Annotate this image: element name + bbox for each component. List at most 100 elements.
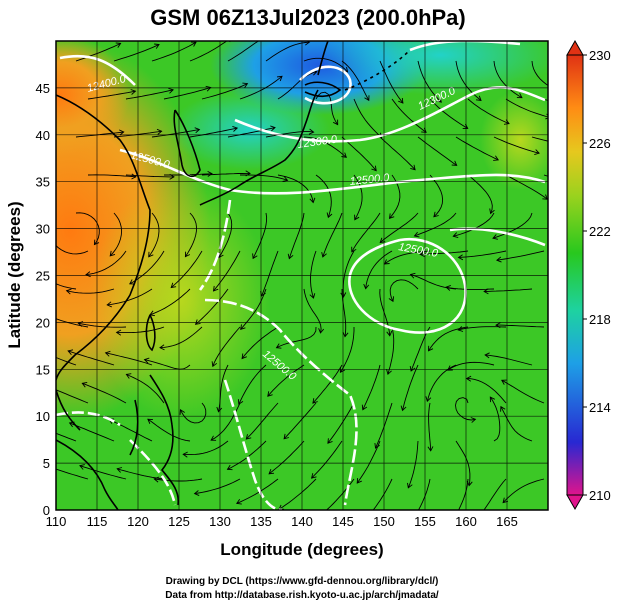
streamline-arrowhead: [332, 119, 339, 126]
streamline-arrowhead: [309, 293, 316, 299]
streamline: [87, 90, 136, 100]
streamline: [455, 440, 471, 486]
streamline: [414, 212, 457, 237]
streamline: [75, 42, 121, 62]
streamline: [379, 60, 404, 104]
streamline-arrowhead: [305, 41, 311, 46]
philippines-coastline-west: [129, 399, 139, 456]
streamline: [151, 41, 197, 62]
streamline-arrowhead: [211, 361, 218, 368]
streamline: [241, 326, 279, 359]
streamline: [312, 364, 343, 404]
streamline-arrowhead: [240, 324, 246, 330]
streamline: [496, 324, 545, 328]
x-tick-label: 155: [414, 514, 436, 529]
contour-line: [223, 379, 283, 510]
streamline-arrowhead: [252, 253, 258, 260]
streamline: [353, 98, 383, 138]
streamline: [341, 60, 370, 101]
streamline: [194, 478, 241, 495]
contour-line: [119, 148, 546, 195]
colorbar-tick-label: 230: [589, 48, 611, 63]
streamline: [283, 402, 317, 440]
streamline-arrowhead: [427, 446, 434, 452]
streamline: [315, 174, 332, 218]
streamline: [502, 478, 545, 503]
streamline: [341, 288, 347, 337]
streamline-arrowhead: [85, 271, 91, 278]
contour-label: 12300.0: [297, 133, 339, 151]
streamline-arrowhead: [275, 343, 282, 349]
x-tick-label: 150: [373, 514, 395, 529]
streamline: [276, 326, 317, 349]
streamline-arrowhead: [340, 292, 347, 298]
streamline-arrowhead: [79, 464, 85, 470]
streamline: [159, 326, 203, 349]
colorbar-upper-arrow: [566, 39, 584, 56]
streamline-arrowhead: [342, 332, 349, 338]
streamline-arrowhead: [116, 467, 123, 473]
streamline: [125, 89, 174, 100]
streamline-arrowhead: [194, 127, 201, 134]
contour-line: [59, 54, 136, 86]
streamline-arrowhead: [502, 497, 509, 504]
streamline: [227, 41, 260, 62]
streamline-arrowhead: [125, 373, 132, 379]
streamline-arrowhead: [212, 285, 219, 292]
streamline: [238, 364, 267, 405]
x-tick-label: 120: [127, 514, 149, 529]
streamline-arrowhead: [327, 438, 333, 444]
streamline: [260, 250, 279, 297]
streamline-arrowhead: [168, 87, 174, 94]
streamline: [458, 250, 507, 258]
streamline: [278, 478, 317, 510]
contour-label: 12500.0: [349, 172, 391, 188]
streamline-arrowhead: [501, 379, 507, 385]
streamline: [149, 288, 191, 316]
streamline: [340, 327, 355, 373]
streamline-arrowhead: [190, 41, 197, 47]
credit-drawing: Drawing by DCL (https://www.gfd-dennou.o…: [166, 576, 439, 587]
streamline-arrowhead: [237, 399, 244, 405]
streamline-arrowhead: [205, 85, 212, 92]
streamline: [201, 83, 248, 100]
streamline-arrowhead: [179, 409, 185, 415]
streamline: [236, 478, 279, 504]
x-tick-label: 160: [455, 514, 477, 529]
streamline: [483, 478, 507, 510]
streamline-arrowhead: [308, 128, 315, 135]
streamline-arrowhead: [410, 164, 416, 171]
streamline-arrowhead: [236, 499, 242, 505]
streamline-arrowhead: [351, 246, 357, 253]
streamline: [447, 361, 495, 371]
streamline-arrowhead: [413, 231, 420, 238]
x-tick-label: 130: [209, 514, 231, 529]
map-title: GSM 06Z13Jul2023 (200.0hPa): [150, 5, 466, 30]
streamline-arrowhead: [489, 396, 495, 403]
streamline-arrowhead: [407, 482, 413, 489]
streamline-arrowhead: [67, 349, 74, 355]
x-axis-label: Longitude (degrees): [220, 540, 383, 559]
streamline-arrowhead: [364, 95, 370, 102]
contour-line: [299, 65, 352, 105]
streamline: [240, 288, 267, 330]
streamline-arrowhead: [104, 350, 111, 357]
streamline: [531, 136, 548, 142]
streamline: [356, 440, 381, 484]
streamline-arrowhead: [282, 176, 289, 182]
streamline: [87, 174, 136, 178]
streamline: [303, 57, 348, 73]
streamline-arrowhead: [119, 129, 125, 136]
streamline-arrowhead: [516, 92, 523, 99]
streamline: [402, 364, 419, 411]
y-tick-label: 40: [36, 128, 50, 143]
streamline-arrowhead: [484, 352, 490, 359]
streamline-arrowhead: [419, 251, 425, 258]
streamline-arrowhead: [156, 128, 163, 135]
streamline-arrowhead: [270, 125, 276, 132]
streamline: [107, 288, 153, 306]
streamline-arrowhead: [361, 404, 368, 411]
streamline: [147, 418, 191, 442]
streamline-arrowhead: [193, 490, 200, 497]
streamline: [311, 440, 343, 479]
